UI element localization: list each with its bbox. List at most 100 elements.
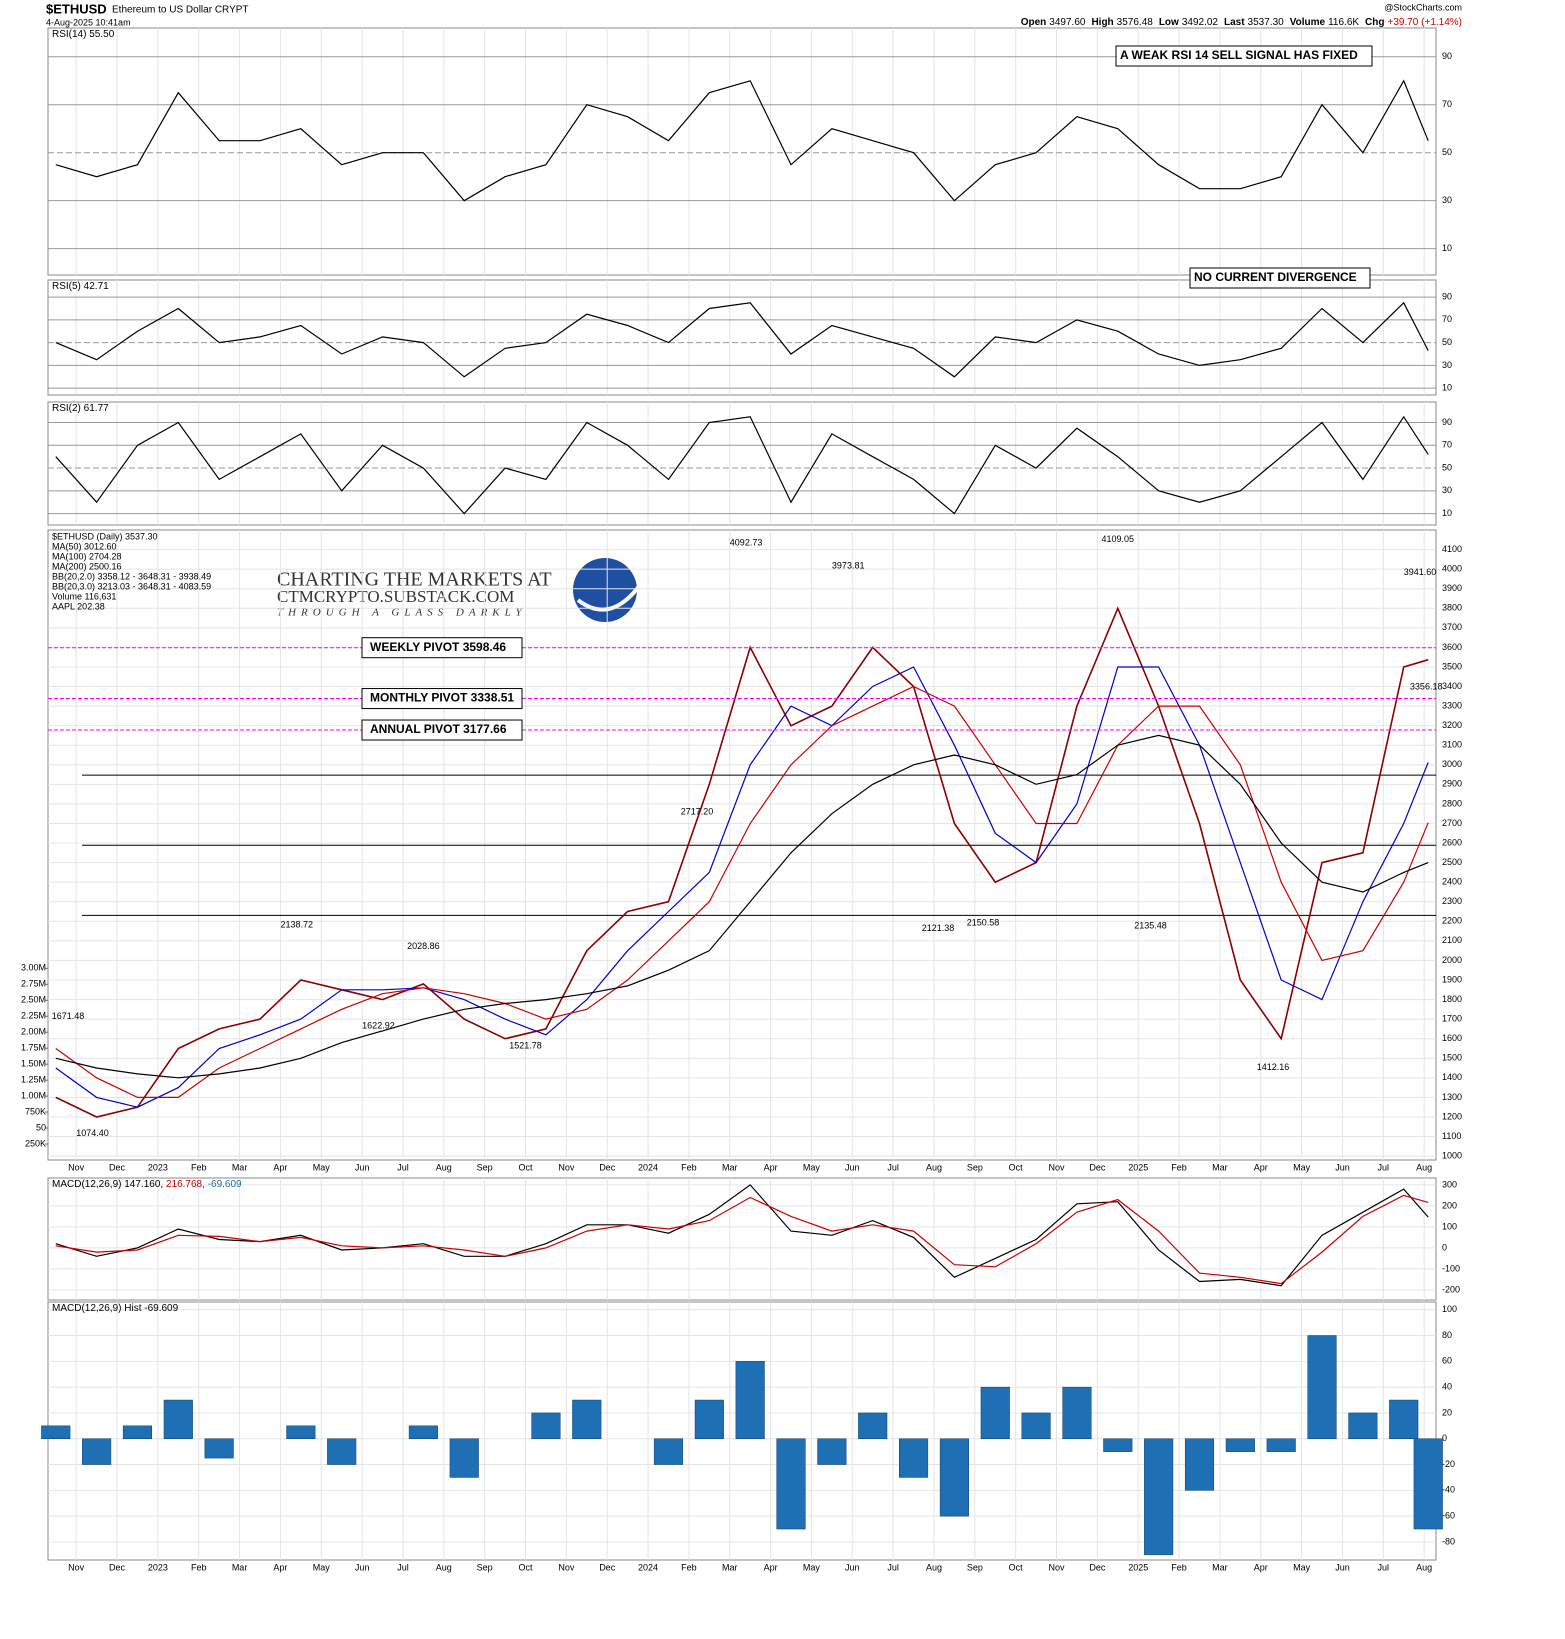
x-tick-label: May — [803, 1562, 821, 1572]
x-tick-label: Aug — [926, 1162, 942, 1172]
bar — [286, 1425, 316, 1439]
y-tick-label: -60 — [1442, 1511, 1455, 1521]
x-tick-label: 2025 — [1128, 1162, 1148, 1172]
price-label: 3941.60 — [1404, 567, 1437, 577]
y-tick-label: -200 — [1442, 1284, 1460, 1294]
x-tick-label: 2024 — [638, 1562, 658, 1572]
bar — [1103, 1438, 1133, 1452]
legend-entry: BB(20,2.0) 3358.12 - 3648.31 - 3938.49 — [52, 571, 211, 581]
x-tick-label: Apr — [764, 1162, 778, 1172]
x-tick-label: May — [1293, 1162, 1311, 1172]
price-label: 1622.92 — [362, 1021, 395, 1031]
x-tick-label: Jul — [887, 1162, 899, 1172]
price-label: 3973.81 — [832, 561, 865, 571]
x-tick-label: Jun — [1335, 1562, 1350, 1572]
bar — [817, 1438, 847, 1465]
logo — [573, 558, 637, 622]
x-tick-label: Jul — [397, 1162, 409, 1172]
y-tick-label: 1400 — [1442, 1072, 1462, 1082]
y-tick-label: 1200 — [1442, 1111, 1462, 1121]
x-tick-label: Jul — [887, 1562, 899, 1572]
y-tick-label: -20 — [1442, 1459, 1455, 1469]
title-part: 216.768, — [166, 1179, 208, 1190]
y-tick-label: 2700 — [1442, 818, 1462, 828]
x-tick-label: Mar — [722, 1162, 738, 1172]
x-tick-label: May — [1293, 1562, 1311, 1572]
y-tick-label: 1500 — [1442, 1053, 1462, 1063]
y-tick-label: 3900 — [1442, 583, 1462, 593]
x-tick-label: Dec — [599, 1562, 616, 1572]
bar — [327, 1438, 357, 1465]
x-tick-label: Apr — [764, 1562, 778, 1572]
x-tick-label: Feb — [191, 1562, 207, 1572]
pivot-label: MONTHLY PIVOT 3338.51 — [370, 691, 514, 705]
x-tick-label: Feb — [1171, 1162, 1187, 1172]
y-tick-label: 4000 — [1442, 564, 1462, 574]
x-tick-label: May — [313, 1562, 331, 1572]
x-tick-label: Jun — [845, 1562, 860, 1572]
bar — [82, 1438, 112, 1465]
y2-tick-label: 1.75M — [21, 1043, 46, 1053]
bar — [1225, 1438, 1255, 1452]
y2-tick-label: 1.25M — [21, 1075, 46, 1085]
x-tick-label: Aug — [436, 1162, 452, 1172]
legend-entry: $ETHUSD (Daily) 3537.30 — [52, 531, 158, 541]
y-tick-label: 30 — [1442, 195, 1452, 205]
x-tick-label: Jun — [355, 1162, 370, 1172]
x-tick-label: Mar — [1212, 1562, 1228, 1572]
y-tick-label: 3500 — [1442, 661, 1462, 671]
bar — [531, 1412, 561, 1439]
bar — [1389, 1399, 1419, 1439]
y-tick-label: 1100 — [1442, 1131, 1461, 1141]
y-tick-label: 50 — [1442, 147, 1452, 157]
y2-tick-label: 2.25M — [21, 1011, 46, 1021]
x-tick-label: Dec — [109, 1562, 126, 1572]
y-tick-label: 30 — [1442, 360, 1452, 370]
x-tick-label: Dec — [1089, 1562, 1106, 1572]
y-tick-label: -80 — [1442, 1536, 1455, 1546]
x-tick-label: Sep — [477, 1162, 493, 1172]
x-tick-label: Mar — [722, 1562, 738, 1572]
bar — [163, 1399, 193, 1439]
x-tick-label: Feb — [681, 1562, 697, 1572]
pivot-label: ANNUAL PIVOT 3177.66 — [370, 722, 507, 736]
x-tick-label: Oct — [519, 1562, 534, 1572]
y-tick-label: 2600 — [1442, 837, 1462, 847]
bar — [1307, 1335, 1337, 1439]
x-tick-label: 2025 — [1128, 1562, 1148, 1572]
series-line — [55, 734, 1429, 1079]
y2-tick-label: 2.00M — [21, 1027, 46, 1037]
panel-title: RSI(14) 55.50 — [52, 29, 115, 40]
quote-value: +39.70 (+1.14%) — [1388, 17, 1463, 28]
bar — [449, 1438, 479, 1478]
y-tick-label: 40 — [1442, 1382, 1452, 1392]
pivot-label: WEEKLY PIVOT 3598.46 — [370, 640, 506, 654]
x-tick-label: Aug — [926, 1562, 942, 1572]
quote: Open 3497.60 High 3576.48 Low 3492.02 Last 3537… — [1021, 17, 1462, 28]
x-tick-label: Jun — [355, 1562, 370, 1572]
pivot-box — [361, 688, 523, 710]
y-tick-label: 4100 — [1442, 544, 1462, 554]
y-tick-label: 3800 — [1442, 603, 1462, 613]
x-tick-label: May — [803, 1162, 821, 1172]
panel-title: RSI(5) 42.71 — [52, 281, 109, 292]
y-tick-label: 50 — [1442, 337, 1452, 347]
panel — [47, 279, 1437, 396]
y2-tick-label: 50 — [36, 1122, 46, 1132]
y-tick-label: -40 — [1442, 1485, 1455, 1495]
y-tick-label: 10 — [1442, 243, 1452, 253]
price-label: 1074.40 — [76, 1128, 109, 1138]
bar — [41, 1425, 71, 1439]
pivot-box — [361, 719, 523, 741]
x-tick-label: 2023 — [148, 1162, 168, 1172]
bar — [939, 1438, 969, 1517]
y-tick-label: 2300 — [1442, 896, 1462, 906]
x-tick-label: Nov — [558, 1562, 575, 1572]
legend-entry: Volume 116,631 — [52, 591, 116, 601]
y2-tick-label: 250K — [25, 1138, 46, 1148]
price-label: 2150.58 — [967, 917, 1000, 927]
title-part: RSI(14) 55.50 — [52, 29, 115, 40]
quote-label: Low — [1159, 17, 1179, 28]
title-part: RSI(5) 42.71 — [52, 281, 109, 292]
